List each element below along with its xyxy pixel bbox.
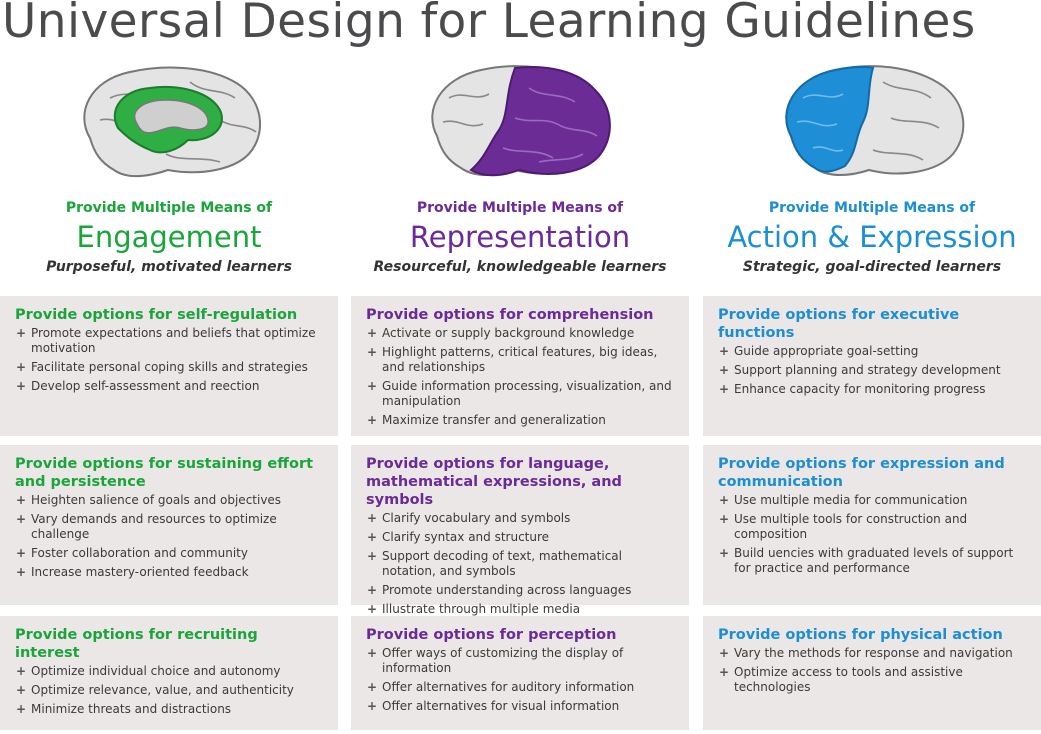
language-symbols-box: Provide options for language, mathematic… [351,445,689,617]
list-item: Promote expectations and beliefs that op… [15,326,326,356]
comprehension-box: Provide options for comprehension Activa… [351,296,689,436]
box-title: Provide options for self-regulation [15,307,298,323]
action-expression-header: Provide Multiple Means of Action & Expre… [703,198,1041,278]
page-title: Universal Design for Learning Guidelines [2,0,976,49]
list-item: Enhance capacity for monitoring progress [718,382,1029,397]
sustaining-effort-box: Provide options for sustaining effort an… [0,445,338,605]
engagement-title: Engagement [76,220,262,254]
list-item: Heighten salience of goals and objective… [15,493,326,508]
brain-affective-network-icon [83,66,262,177]
list-item: Build uencies with graduated levels of s… [718,546,1029,576]
box-title: Provide options for language, mathematic… [366,456,622,508]
list-item: Clarify syntax and structure [366,530,677,545]
list-item: Facilitate personal coping skills and st… [15,360,326,375]
executive-functions-box: Provide options for executive functions … [703,296,1041,436]
list-item: Support planning and strategy developmen… [718,363,1029,378]
representation-subtitle: Resourceful, knowledgeable learners [373,259,667,275]
action-expression-subtitle: Strategic, goal-directed learners [742,259,1002,275]
list-item: Use multiple media for communication [718,493,1029,508]
list-item: Minimize threats and distractions [15,702,326,717]
list-item: Vary the methods for response and naviga… [718,646,1029,661]
box-title: Provide options for executive functions [718,307,960,341]
list-item: Guide information processing, visualizat… [366,379,677,409]
box-title: Provide options for comprehension [366,307,654,323]
list-item: Foster collaboration and community [15,546,326,561]
list-item: Guide appropriate goal-setting [718,344,1029,359]
box-title: Provide options for perception [366,627,617,643]
list-item: Offer ways of customizing the display of… [366,646,677,676]
list-item: Vary demands and resources to optimize c… [15,512,326,542]
list-item: Activate or supply background knowledge [366,326,677,341]
list-item: Optimize relevance, value, and authentic… [15,683,326,698]
box-title: Provide options for sustaining effort an… [15,456,314,490]
list-item: Offer alternatives for auditory informat… [366,680,677,695]
box-title: Provide options for recruiting interest [15,627,258,661]
list-item: Optimize access to tools and assistive t… [718,665,1029,695]
list-item: Develop self-assessment and reection [15,379,326,394]
list-item: Optimize individual choice and autonomy [15,664,326,679]
engagement-header: Provide Multiple Means of Engagement Pur… [0,198,338,278]
expression-communication-box: Provide options for expression and commu… [703,445,1041,605]
box-title: Provide options for physical action [718,627,1003,643]
action-expression-pre: Provide Multiple Means of [768,200,976,216]
list-item: Illustrate through multiple media [366,602,677,617]
box-title: Provide options for expression and commu… [718,456,1005,490]
representation-header: Provide Multiple Means of Representation… [351,198,689,278]
brain-recognition-network-icon [431,65,611,177]
list-item: Offer alternatives for visual informatio… [366,699,677,714]
list-item: Support decoding of text, mathematical n… [366,549,677,579]
representation-pre: Provide Multiple Means of [416,200,624,216]
self-regulation-box: Provide options for self-regulation Prom… [0,296,338,436]
list-item: Increase mastery-oriented feedback [15,565,326,580]
physical-action-box: Provide options for physical action Vary… [703,616,1041,730]
list-item: Use multiple tools for construction and … [718,512,1029,542]
engagement-pre: Provide Multiple Means of [65,200,273,216]
engagement-subtitle: Purposeful, motivated learners [46,259,292,275]
action-expression-title: Action & Expression [727,220,1017,254]
brain-strategic-network-icon [785,65,965,176]
recruiting-interest-box: Provide options for recruiting interest … [0,616,338,730]
list-item: Highlight patterns, critical features, b… [366,345,677,375]
list-item: Maximize transfer and generalization [366,413,677,428]
list-item: Clarify vocabulary and symbols [366,511,677,526]
representation-title: Representation [409,220,631,254]
list-item: Promote understanding across languages [366,583,677,598]
perception-box: Provide options for perception Offer way… [351,616,689,730]
